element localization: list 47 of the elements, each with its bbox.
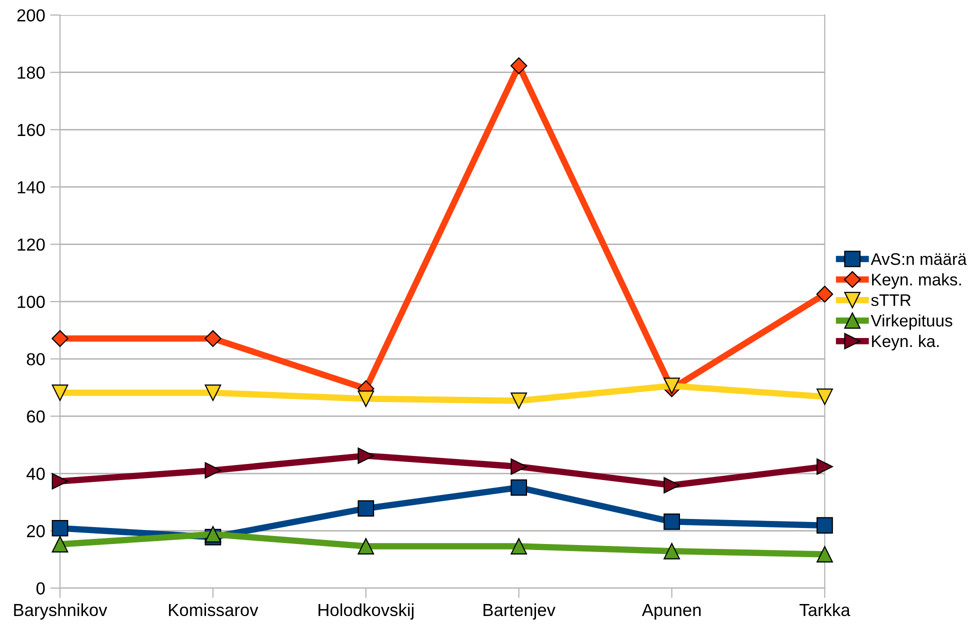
point (816, 286, 834, 303)
point (816, 458, 833, 475)
x-tick-label: Bartenjev (484, 603, 556, 620)
x-tick-label: Apunen (642, 604, 701, 620)
x-tick-label: Komissarov (169, 603, 258, 616)
point (358, 538, 374, 554)
legend-label: Virkepituus (870, 314, 952, 330)
y-tick-label: 100 (18, 296, 45, 308)
legend-label: Keyn. ka. (872, 334, 939, 350)
y-tick-label: 0 (36, 582, 45, 595)
y-tick-label: 140 (18, 181, 45, 194)
point (664, 477, 680, 494)
legend-label: Keyn. maks. (872, 273, 961, 289)
y-tick-label: 60 (27, 410, 45, 423)
point (204, 462, 222, 479)
point (816, 546, 833, 563)
y-tick-label: 120 (18, 238, 45, 251)
y-tick-label: 40 (26, 468, 45, 480)
point (510, 458, 528, 475)
y-tick-label: 20 (26, 524, 45, 538)
y-tick-label: 200 (17, 9, 45, 22)
point (358, 448, 374, 464)
point (816, 388, 833, 405)
point (358, 390, 374, 407)
point (664, 378, 680, 394)
point (204, 330, 222, 347)
point (358, 500, 374, 517)
point (52, 536, 68, 552)
point (510, 538, 528, 554)
point (52, 384, 68, 401)
legend-label: AvS:n määrä (870, 253, 967, 265)
x-tick-label: Holodkovskij (318, 603, 414, 620)
y-tick-label: 180 (18, 66, 45, 79)
point (816, 517, 833, 534)
y-tick-label: 80 (26, 353, 45, 366)
legend-label: sTTR (871, 294, 911, 306)
x-tick-label: Tarkka (800, 603, 850, 616)
point (52, 330, 68, 347)
point (204, 384, 222, 401)
point (510, 392, 528, 409)
x-tick-label: Baryshnikov (14, 603, 108, 620)
y-tick-label: 160 (18, 124, 45, 136)
point (664, 542, 680, 560)
point (510, 479, 528, 496)
point (510, 57, 528, 74)
point (664, 513, 680, 530)
point (204, 526, 222, 542)
